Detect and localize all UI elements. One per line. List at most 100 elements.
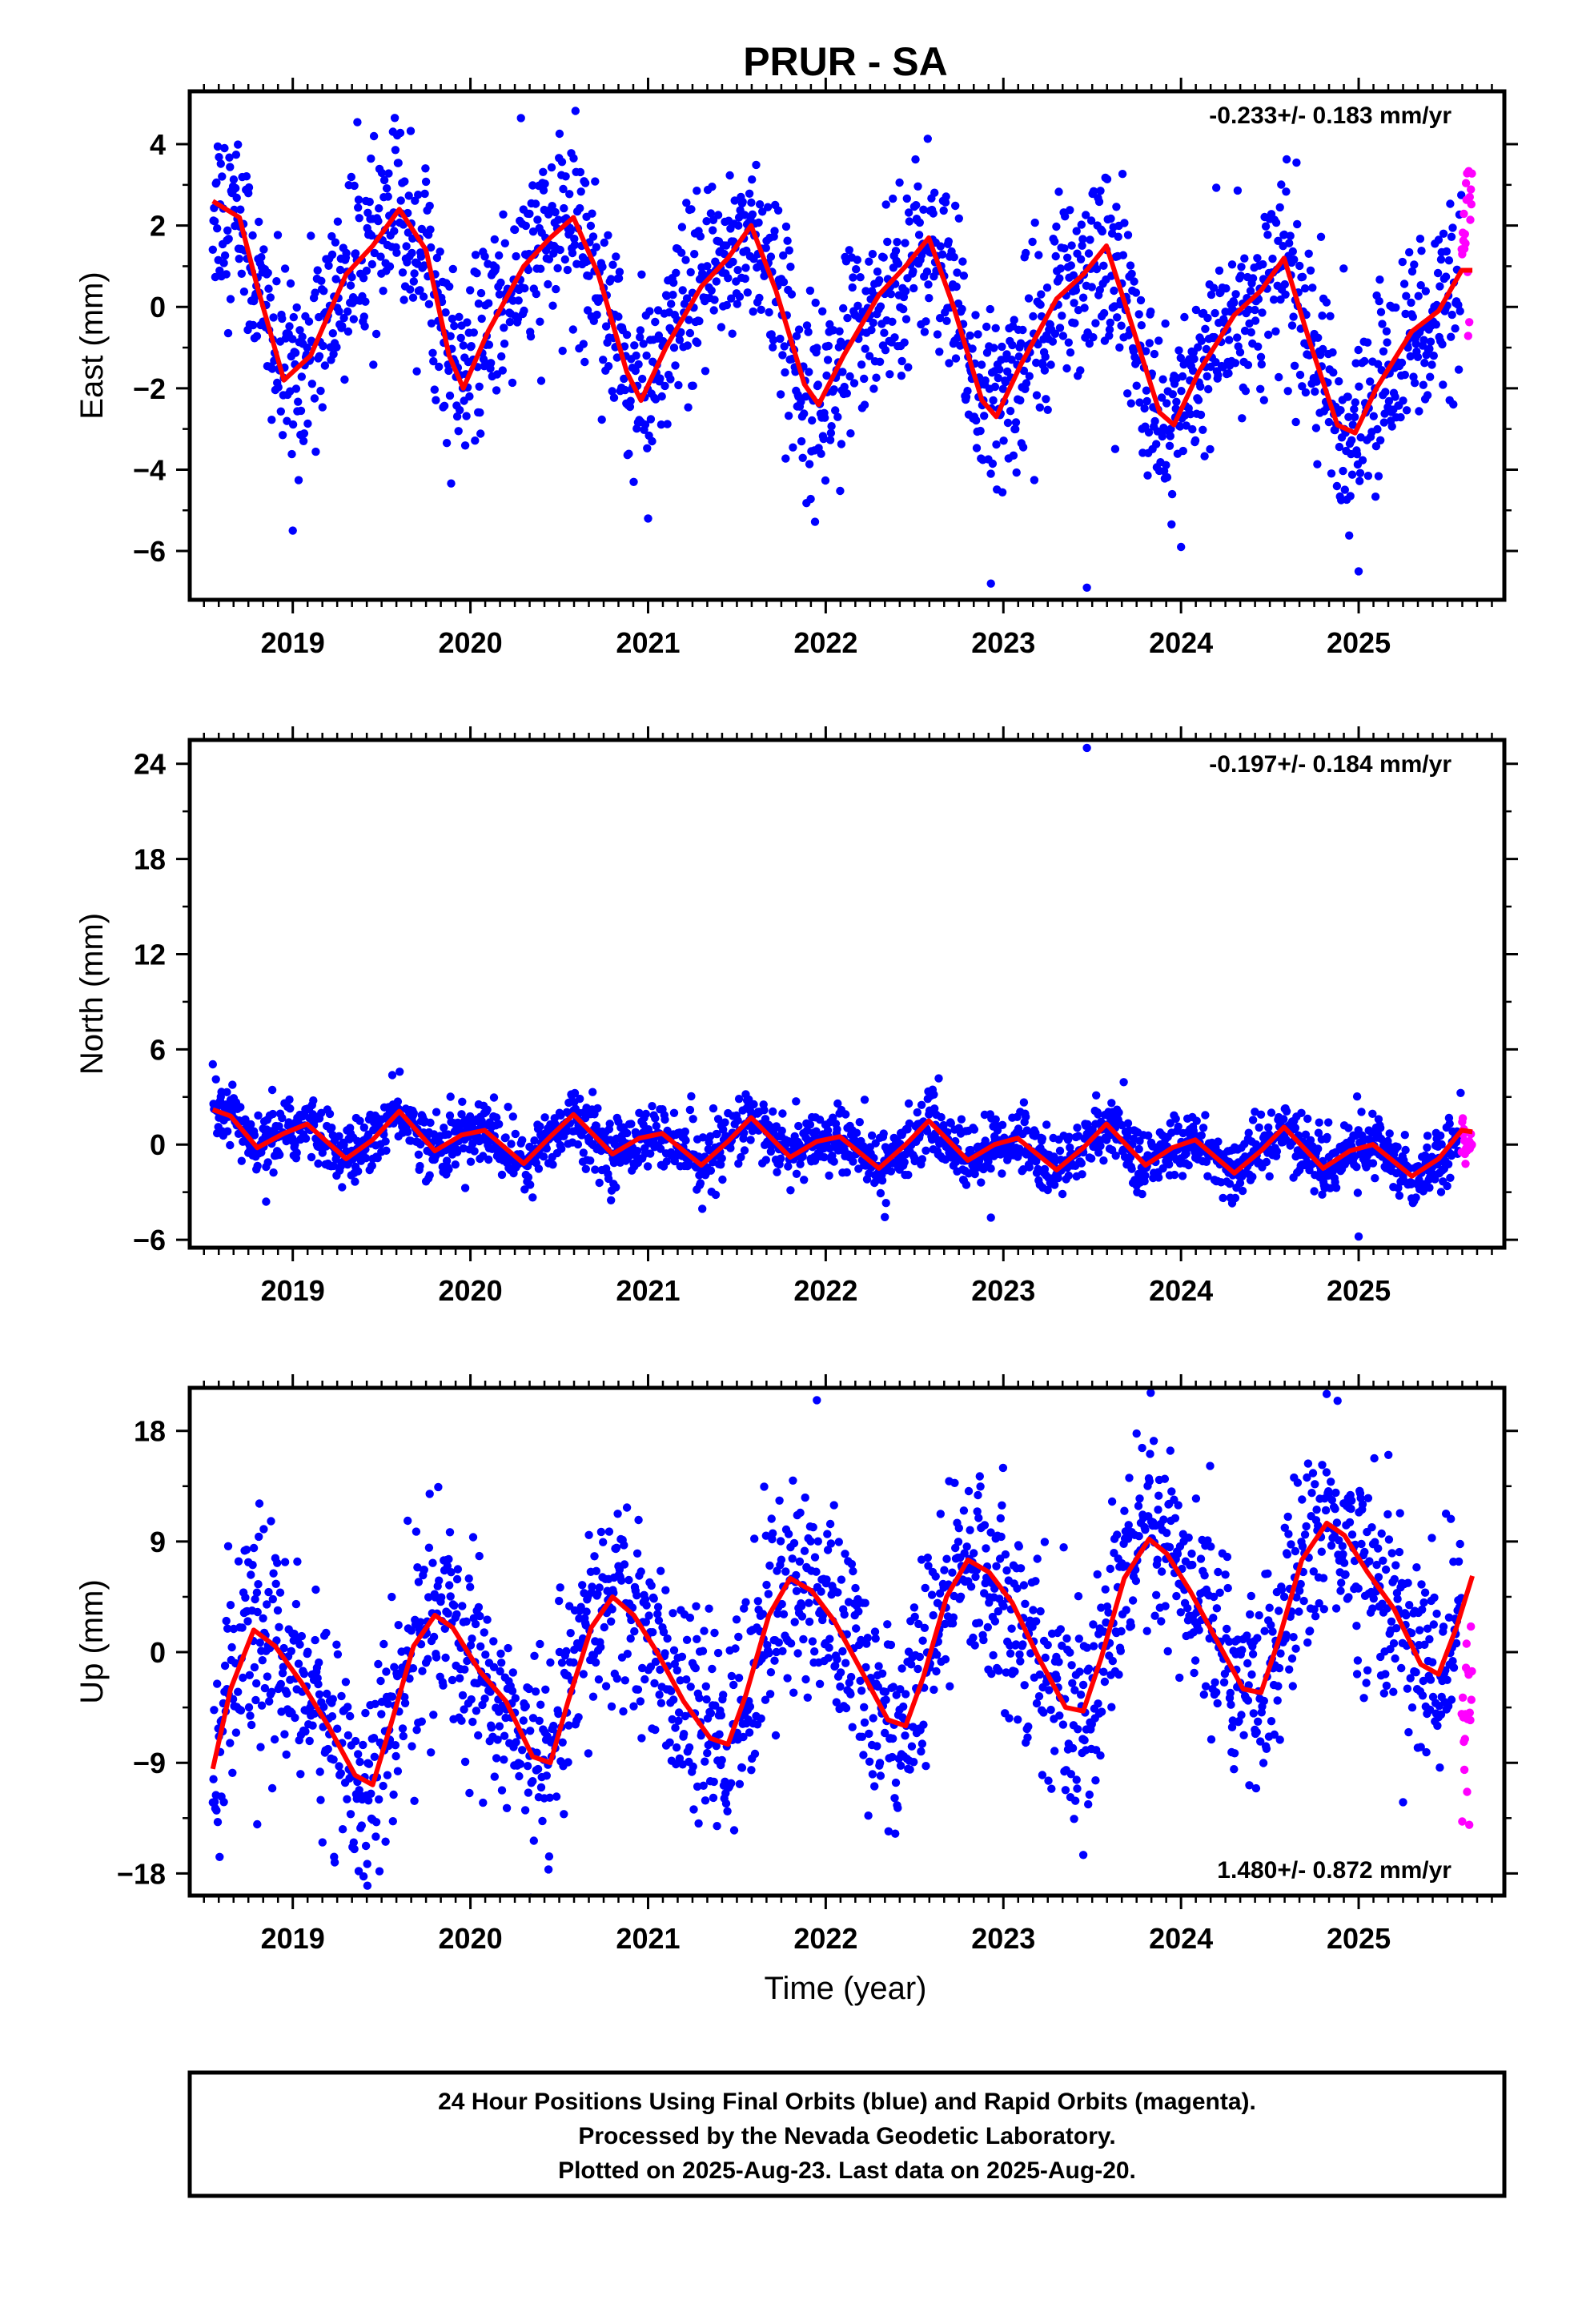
east-final-point <box>1293 219 1302 229</box>
up-final-point <box>333 1724 342 1733</box>
east-final-point <box>696 232 705 241</box>
east-final-point <box>421 177 431 187</box>
east-final-point <box>857 360 866 369</box>
east-final-point <box>1411 340 1420 348</box>
east-final-point <box>1350 404 1359 414</box>
east-final-point <box>897 372 906 380</box>
up-final-point <box>408 1742 416 1751</box>
east-final-point <box>923 135 933 143</box>
east-final-point <box>548 202 556 211</box>
up-final-point <box>318 1838 327 1847</box>
east-final-point <box>557 158 567 167</box>
up-final-point <box>263 1600 271 1609</box>
east-final-point <box>1256 352 1266 361</box>
north-final-point <box>1031 1128 1040 1137</box>
up-final-point <box>408 1664 418 1673</box>
east-final-point <box>1018 325 1027 335</box>
east-y-tick-label: 4 <box>150 128 166 161</box>
east-final-point <box>500 340 509 348</box>
north-x-tick-label: 2020 <box>439 1274 503 1307</box>
east-final-point <box>1379 347 1388 356</box>
north-final-point <box>268 1109 277 1119</box>
east-final-point <box>612 353 621 362</box>
east-final-point <box>371 329 381 339</box>
east-y-tick-label: −2 <box>133 372 166 405</box>
east-final-point <box>328 329 337 338</box>
up-final-point <box>296 1770 305 1779</box>
east-final-point <box>480 252 489 261</box>
east-final-point <box>1332 481 1342 491</box>
east-final-point <box>532 289 540 299</box>
up-final-point <box>468 1717 477 1727</box>
east-final-point <box>1352 450 1362 459</box>
up-final-point <box>483 1615 492 1624</box>
east-final-point <box>1003 367 1012 376</box>
east-final-point <box>1002 350 1011 359</box>
north-final-point <box>776 1154 785 1164</box>
up-final-point <box>493 1735 502 1744</box>
east-final-point <box>223 328 233 338</box>
north-final-point <box>632 1147 642 1156</box>
up-final-point <box>427 1748 436 1757</box>
east-final-point <box>430 385 439 394</box>
north-final-point <box>917 1100 926 1110</box>
east-final-point <box>642 351 651 360</box>
east-final-point <box>1340 485 1350 494</box>
east-final-point <box>819 434 828 444</box>
east-final-point <box>392 248 401 257</box>
east-final-point <box>1398 257 1407 267</box>
east-final-point <box>294 476 303 485</box>
east-final-point <box>599 356 608 364</box>
east-final-point <box>1351 398 1360 407</box>
east-final-point <box>492 386 501 395</box>
north-final-point <box>1094 1148 1103 1157</box>
up-final-point <box>541 1685 550 1694</box>
east-rapid-point <box>1467 199 1476 209</box>
east-final-point <box>226 163 235 171</box>
up-final-point <box>446 1592 455 1601</box>
east-final-point <box>390 227 399 235</box>
up-final-point <box>508 1687 517 1695</box>
north-final-point <box>709 1104 718 1113</box>
east-final-point <box>1196 410 1206 420</box>
up-final-point <box>536 1700 545 1709</box>
east-final-point <box>576 187 585 196</box>
up-final-point <box>354 1867 363 1876</box>
east-final-point <box>1082 211 1090 219</box>
north-final-point <box>1385 1129 1394 1138</box>
north-final-point <box>717 1160 725 1169</box>
up-final-point <box>303 1647 312 1656</box>
east-final-point <box>1034 251 1043 259</box>
up-final-point <box>526 1727 535 1735</box>
north-final-point <box>355 1116 364 1125</box>
north-final-point <box>641 1109 650 1119</box>
east-final-point <box>400 177 409 186</box>
east-final-point <box>811 298 820 308</box>
east-final-point <box>536 317 544 326</box>
east-final-point <box>1314 333 1323 342</box>
north-final-point <box>681 1127 689 1136</box>
east-final-point <box>745 189 754 198</box>
east-final-point <box>856 273 865 282</box>
east-final-point <box>456 405 464 415</box>
up-final-point <box>523 1762 532 1771</box>
east-final-point <box>365 197 374 207</box>
north-rapid-point <box>1461 1160 1470 1168</box>
up-final-point <box>228 1768 237 1777</box>
east-final-point <box>861 344 869 353</box>
east-final-point <box>1263 231 1272 239</box>
north-final-point <box>335 1132 343 1141</box>
north-final-point <box>934 1074 943 1083</box>
east-final-point <box>671 361 680 370</box>
east-final-point <box>656 374 665 383</box>
east-final-point <box>1086 216 1096 225</box>
east-final-point <box>620 385 629 395</box>
east-final-point <box>487 359 496 368</box>
north-final-point <box>607 1196 616 1205</box>
north-final-point <box>1297 1108 1306 1118</box>
east-final-point <box>1447 310 1456 320</box>
east-final-point <box>872 373 881 382</box>
north-final-point <box>1050 1180 1059 1189</box>
up-final-point <box>552 1792 561 1801</box>
up-final-point <box>255 1499 264 1508</box>
